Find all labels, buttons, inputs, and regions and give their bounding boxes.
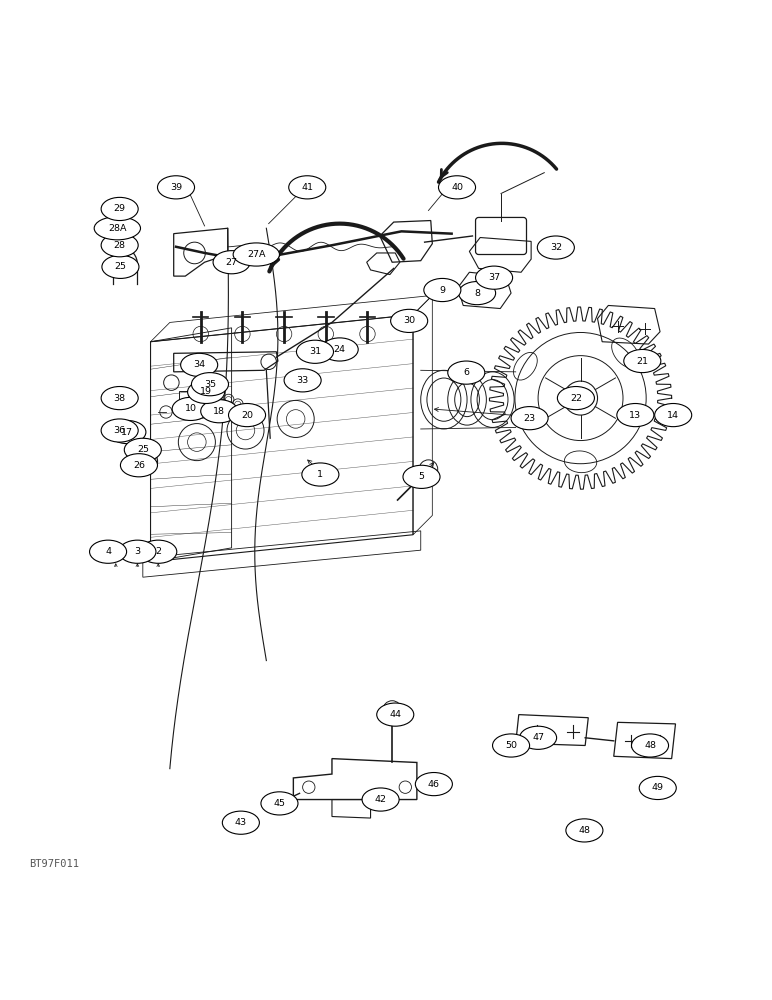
Text: 33: 33 <box>296 376 309 385</box>
Text: 32: 32 <box>550 243 562 252</box>
Text: 43: 43 <box>235 818 247 827</box>
Text: 25: 25 <box>114 262 127 271</box>
Ellipse shape <box>213 251 250 274</box>
Text: 42: 42 <box>374 795 387 804</box>
Text: 4: 4 <box>105 547 111 556</box>
Text: 40: 40 <box>451 183 463 192</box>
Ellipse shape <box>415 773 452 796</box>
Ellipse shape <box>520 726 557 749</box>
Text: 50: 50 <box>505 741 517 750</box>
Text: 30: 30 <box>403 316 415 325</box>
Ellipse shape <box>362 788 399 811</box>
Text: 25: 25 <box>137 445 149 454</box>
Ellipse shape <box>493 734 530 757</box>
Ellipse shape <box>261 792 298 815</box>
Text: 49: 49 <box>652 783 664 792</box>
Ellipse shape <box>101 387 138 410</box>
Ellipse shape <box>172 397 209 420</box>
Ellipse shape <box>424 278 461 302</box>
Text: 41: 41 <box>301 183 313 192</box>
Text: 2: 2 <box>155 547 161 556</box>
Ellipse shape <box>101 234 138 257</box>
Ellipse shape <box>124 438 161 461</box>
Ellipse shape <box>403 465 440 488</box>
Text: 48: 48 <box>578 826 591 835</box>
Ellipse shape <box>120 454 157 477</box>
Ellipse shape <box>438 176 476 199</box>
Text: 5: 5 <box>418 472 425 481</box>
Text: 48: 48 <box>644 741 656 750</box>
Text: 8: 8 <box>474 289 480 298</box>
Text: 27A: 27A <box>247 250 266 259</box>
Text: 38: 38 <box>113 394 126 403</box>
Text: 19: 19 <box>200 387 212 396</box>
Text: 37: 37 <box>488 273 500 282</box>
Ellipse shape <box>511 407 548 430</box>
Ellipse shape <box>109 420 146 444</box>
Text: 29: 29 <box>113 204 126 213</box>
Ellipse shape <box>537 236 574 259</box>
Ellipse shape <box>631 734 669 757</box>
Text: 9: 9 <box>439 286 445 295</box>
Text: 17: 17 <box>121 428 134 437</box>
Ellipse shape <box>119 540 156 563</box>
Text: 47: 47 <box>532 733 544 742</box>
Ellipse shape <box>140 540 177 563</box>
Ellipse shape <box>201 400 238 423</box>
Text: 22: 22 <box>570 394 582 403</box>
Ellipse shape <box>90 540 127 563</box>
Ellipse shape <box>289 176 326 199</box>
Text: 45: 45 <box>273 799 286 808</box>
Ellipse shape <box>94 217 141 240</box>
Text: 39: 39 <box>170 183 182 192</box>
Ellipse shape <box>284 369 321 392</box>
Text: 21: 21 <box>636 357 648 366</box>
Ellipse shape <box>101 197 138 221</box>
Text: 6: 6 <box>463 368 469 377</box>
Text: 23: 23 <box>523 414 536 423</box>
Ellipse shape <box>624 349 661 373</box>
Ellipse shape <box>222 811 259 834</box>
Ellipse shape <box>157 176 195 199</box>
Ellipse shape <box>639 776 676 800</box>
Text: 28: 28 <box>113 241 126 250</box>
Ellipse shape <box>459 282 496 305</box>
Text: 44: 44 <box>389 710 401 719</box>
Ellipse shape <box>229 403 266 427</box>
Text: 46: 46 <box>428 780 440 789</box>
Ellipse shape <box>476 266 513 289</box>
Text: 35: 35 <box>204 380 216 389</box>
Ellipse shape <box>302 463 339 486</box>
Ellipse shape <box>296 340 334 363</box>
Ellipse shape <box>557 387 594 410</box>
Ellipse shape <box>181 353 218 376</box>
Text: 18: 18 <box>213 407 225 416</box>
Ellipse shape <box>377 703 414 726</box>
Ellipse shape <box>391 309 428 332</box>
Text: BT97F011: BT97F011 <box>29 859 80 869</box>
Ellipse shape <box>191 373 229 396</box>
Ellipse shape <box>188 380 225 404</box>
Text: 28A: 28A <box>108 224 127 233</box>
Ellipse shape <box>101 419 138 442</box>
Text: 26: 26 <box>133 461 145 470</box>
Text: 24: 24 <box>334 345 346 354</box>
Ellipse shape <box>655 403 692 427</box>
Text: 13: 13 <box>629 411 642 420</box>
Text: 20: 20 <box>241 411 253 420</box>
Text: 36: 36 <box>113 426 126 435</box>
Text: 27: 27 <box>225 258 238 267</box>
Ellipse shape <box>233 243 279 266</box>
Ellipse shape <box>617 403 654 427</box>
Ellipse shape <box>321 338 358 361</box>
Text: 1: 1 <box>317 470 323 479</box>
Text: 10: 10 <box>185 404 197 413</box>
Ellipse shape <box>566 819 603 842</box>
Text: 14: 14 <box>667 411 679 420</box>
Ellipse shape <box>448 361 485 384</box>
Text: 31: 31 <box>309 347 321 356</box>
Ellipse shape <box>102 255 139 278</box>
Text: 34: 34 <box>193 360 205 369</box>
Text: 3: 3 <box>134 547 141 556</box>
